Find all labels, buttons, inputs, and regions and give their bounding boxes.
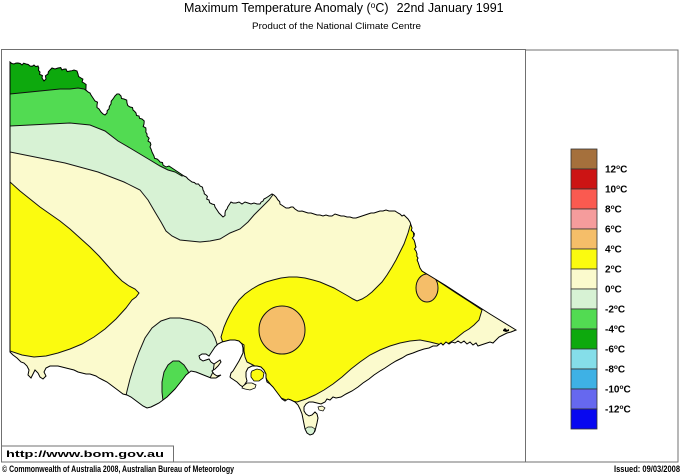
svg-text:Maximum Temperature Anomaly (o: Maximum Temperature Anomaly (oC) 22nd Jan… xyxy=(184,0,504,15)
svg-text:Product of the National Climat: Product of the National Climate Centre xyxy=(252,21,421,32)
svg-text:-8oC: -8oC xyxy=(605,364,625,376)
svg-text:12oC: 12oC xyxy=(605,164,627,176)
svg-text:2oC: 2oC xyxy=(605,264,622,276)
svg-text:8oC: 8oC xyxy=(605,204,622,216)
svg-text:-10oC: -10oC xyxy=(605,384,631,396)
svg-text:-6oC: -6oC xyxy=(605,344,625,356)
svg-text:6oC: 6oC xyxy=(605,224,622,236)
svg-text:0oC: 0oC xyxy=(605,284,622,296)
svg-text:Issued: 09/03/2008: Issued: 09/03/2008 xyxy=(614,464,680,474)
svg-text:10oC: 10oC xyxy=(605,184,627,196)
svg-text:-2oC: -2oC xyxy=(605,304,625,316)
svg-text:© Commonwealth of Australia 20: © Commonwealth of Australia 2008, Austra… xyxy=(2,464,234,474)
svg-text:-4oC: -4oC xyxy=(605,324,625,336)
svg-text:4oC: 4oC xyxy=(605,244,622,256)
svg-text:http://www.bom.gov.au: http://www.bom.gov.au xyxy=(6,449,164,459)
svg-text:-12oC: -12oC xyxy=(605,404,631,416)
